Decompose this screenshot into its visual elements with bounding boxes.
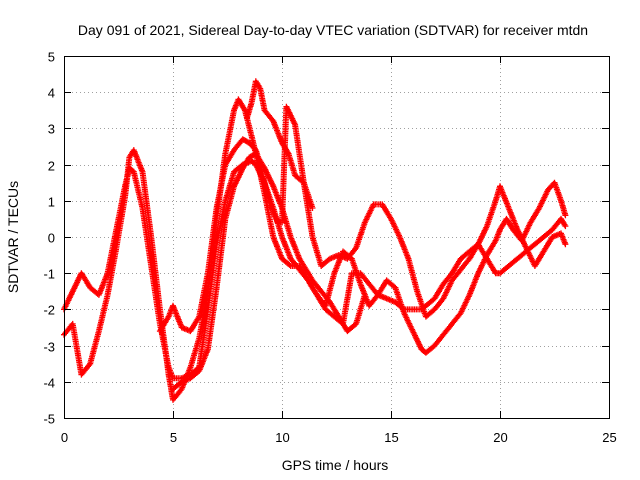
x-tick-label: 5 <box>170 430 177 445</box>
data-point <box>284 149 291 156</box>
y-tick-label: -1 <box>43 267 55 282</box>
axis-ticks: 0 5 10 15 20 25 -5 -4 -3 -2 -1 0 1 2 3 4 5 <box>43 50 616 446</box>
y-tick-label: -3 <box>43 340 55 355</box>
data-point <box>562 223 569 230</box>
x-tick-label: 15 <box>384 430 398 445</box>
series-track-d <box>170 150 368 392</box>
x-tick-label: 10 <box>275 430 289 445</box>
x-tick-label: 25 <box>602 430 616 445</box>
y-tick-label: 1 <box>48 195 55 210</box>
x-axis-label: GPS time / hours <box>282 457 389 473</box>
x-tick-label: 20 <box>493 430 507 445</box>
data-point <box>399 305 406 312</box>
y-tick-label: 0 <box>48 231 55 246</box>
y-tick-label: 5 <box>48 50 55 65</box>
y-tick-label: -4 <box>43 376 55 391</box>
data-marks <box>61 78 569 403</box>
data-point <box>309 205 316 211</box>
data-point <box>286 261 293 268</box>
data-point <box>562 212 569 219</box>
series-track-b <box>61 158 569 382</box>
data-point <box>562 241 569 248</box>
series-track-c <box>156 103 569 335</box>
series-track-e <box>244 78 316 211</box>
y-tick-label: -2 <box>43 303 55 318</box>
y-axis-label: SDTVAR / TECUs <box>5 181 21 293</box>
y-tick-label: 2 <box>48 159 55 174</box>
y-tick-label: 3 <box>48 122 55 137</box>
data-point <box>361 291 368 298</box>
series-track-a <box>61 96 569 403</box>
chart-title: Day 091 of 2021, Sidereal Day-to-day VTE… <box>78 22 588 38</box>
y-tick-label: -5 <box>43 412 55 427</box>
x-tick-label: 0 <box>61 430 68 445</box>
y-tick-label: 4 <box>48 86 55 101</box>
